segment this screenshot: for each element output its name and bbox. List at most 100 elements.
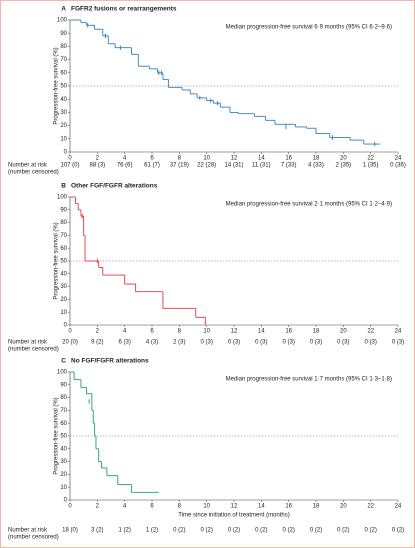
at-risk-label: Number at risk [8, 528, 48, 534]
y-tick-label: 80 [60, 395, 67, 401]
y-tick-label: 40 [60, 97, 67, 103]
panel-letter: A [61, 6, 66, 13]
y-tick-label: 70 [60, 57, 67, 63]
y-tick-label: 80 [60, 44, 67, 50]
y-tick-label: 90 [60, 31, 67, 37]
y-tick-label: 60 [60, 70, 67, 76]
at-risk-count: 3 (2) [91, 528, 103, 534]
at-risk-count: 0 (3) [228, 340, 240, 346]
x-tick-label: 18 [313, 329, 320, 335]
y-tick-label: 20 [60, 297, 67, 303]
y-tick-label: 70 [60, 408, 67, 414]
x-tick-label: 18 [313, 156, 320, 162]
at-risk-count: 9 (2) [91, 340, 103, 346]
at-risk-count: 4 (33) [308, 163, 324, 169]
x-tick-label: 16 [285, 504, 292, 510]
x-tick-label: 0 [68, 504, 72, 510]
at-risk-count: 0 (2) [200, 528, 212, 534]
x-tick-label: 10 [203, 504, 210, 510]
at-risk-count: 0 (3) [255, 340, 267, 346]
x-axis-label: Time since initiation of treatment (mont… [178, 513, 290, 519]
y-tick-label: 50 [60, 434, 67, 440]
x-tick-label: 24 [395, 504, 402, 510]
at-risk-count: 0 (2) [392, 528, 404, 534]
x-tick-label: 0 [68, 329, 72, 335]
y-tick-label: 40 [60, 271, 67, 277]
x-tick-label: 10 [203, 329, 210, 335]
at-risk-count: 11 (31) [252, 163, 271, 169]
y-tick-label: 20 [60, 123, 67, 129]
at-risk-count: 107 (0) [60, 163, 79, 169]
x-tick-label: 8 [178, 156, 182, 162]
at-risk-count: 0 (3) [282, 340, 294, 346]
y-tick-label: 30 [60, 459, 67, 465]
at-risk-count: 1 (2) [146, 528, 158, 534]
x-tick-label: 12 [231, 504, 238, 510]
panel-letter: C [61, 358, 66, 365]
at-risk-count: 4 (3) [146, 340, 158, 346]
x-tick-label: 2 [96, 504, 100, 510]
at-risk-count: 76 (6) [117, 163, 133, 169]
x-tick-label: 0 [68, 156, 72, 162]
x-tick-label: 2 [96, 156, 100, 162]
panel-title: Other FGF/FGFR alterations [71, 183, 158, 190]
y-tick-label: 50 [60, 84, 67, 90]
y-tick-label: 80 [60, 220, 67, 226]
at-risk-count: 0 (3) [337, 340, 349, 346]
x-tick-label: 12 [231, 156, 238, 162]
y-tick-label: 100 [57, 195, 68, 201]
at-risk-count: 0 (2) [255, 528, 267, 534]
at-risk-label: Number at risk [8, 340, 48, 346]
y-tick-label: 40 [60, 446, 67, 452]
y-tick-label: 30 [60, 284, 67, 290]
x-tick-label: 20 [340, 504, 347, 510]
at-risk-count: 2 (35) [335, 163, 351, 169]
x-tick-label: 20 [340, 329, 347, 335]
y-tick-label: 90 [60, 382, 67, 388]
x-tick-label: 8 [178, 504, 182, 510]
x-tick-label: 14 [258, 329, 265, 335]
y-tick-label: 60 [60, 246, 67, 252]
x-tick-label: 16 [285, 329, 292, 335]
at-risk-count: 37 (19) [170, 163, 189, 169]
x-tick-label: 8 [178, 329, 182, 335]
at-risk-count: 88 (3) [89, 163, 105, 169]
panel-letter: B [61, 183, 66, 190]
y-tick-label: 10 [60, 310, 67, 316]
annotation: Median progression-free survival 1·7 mon… [226, 377, 392, 383]
at-risk-count: 2 (3) [173, 340, 185, 346]
x-tick-label: 22 [367, 329, 374, 335]
y-tick-label: 100 [57, 370, 68, 376]
y-axis-label: Progression-free survival (%) [54, 222, 60, 299]
at-risk-count: 22 (28) [197, 163, 216, 169]
x-tick-label: 22 [367, 156, 374, 162]
y-tick-label: 10 [60, 485, 67, 491]
annotation: Median progression-free survival 2·1 mon… [226, 202, 392, 208]
at-risk-count: 20 (0) [62, 340, 78, 346]
at-risk-count: 1 (2) [118, 528, 130, 534]
annotation: Median progression-free survival 6·9 mon… [226, 25, 392, 31]
x-tick-label: 4 [123, 156, 127, 162]
y-tick-label: 70 [60, 233, 67, 239]
y-axis-label: Progression-free survival (%) [54, 397, 60, 474]
x-tick-label: 6 [150, 504, 154, 510]
y-axis-label: Progression-free survival (%) [54, 47, 60, 124]
at-risk-count: 0 (36) [390, 163, 406, 169]
at-risk-sublabel: (number censored) [8, 347, 59, 353]
x-tick-label: 12 [231, 329, 238, 335]
at-risk-count: 18 (0) [62, 528, 78, 534]
at-risk-sublabel: (number censored) [8, 170, 59, 176]
panel-title: FGFR2 fusions or rearrangements [71, 6, 177, 13]
at-risk-sublabel: (number censored) [8, 535, 59, 541]
at-risk-count: 6 (3) [118, 340, 130, 346]
x-tick-label: 6 [150, 329, 154, 335]
at-risk-count: 7 (33) [281, 163, 297, 169]
x-tick-label: 20 [340, 156, 347, 162]
y-tick-label: 20 [60, 472, 67, 478]
at-risk-count: 0 (3) [310, 340, 322, 346]
x-tick-label: 24 [395, 329, 402, 335]
x-tick-label: 16 [285, 156, 292, 162]
y-tick-label: 50 [60, 259, 67, 265]
